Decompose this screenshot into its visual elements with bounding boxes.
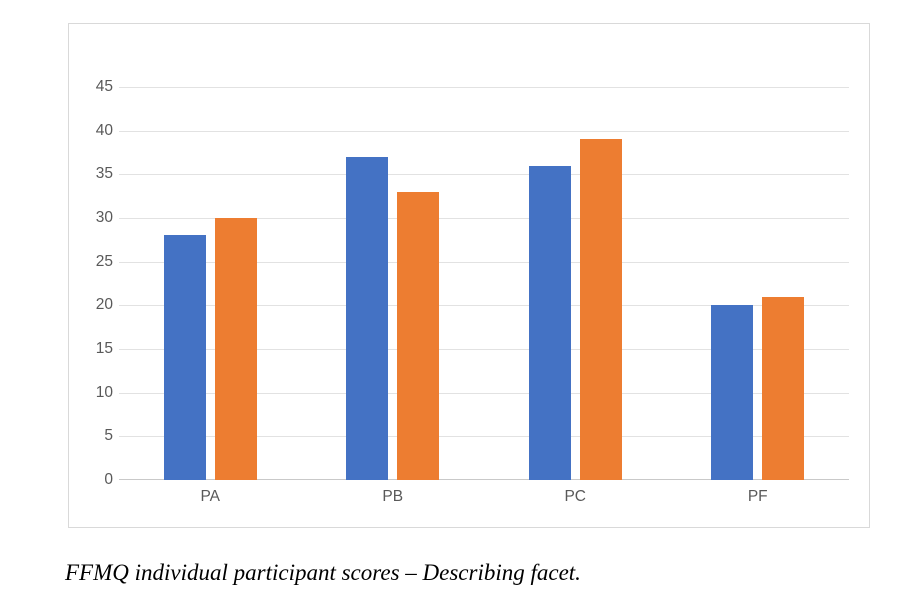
gridline <box>119 436 849 438</box>
gridline <box>119 261 849 263</box>
x-category-label: PC <box>564 488 587 505</box>
gridline <box>119 130 849 132</box>
x-axis-baseline <box>119 479 849 480</box>
gridline <box>119 305 849 307</box>
y-tick-label: 30 <box>95 209 113 226</box>
bar-pa-series1 <box>163 235 206 480</box>
y-axis: 0 5 10 15 20 25 30 35 40 45 <box>69 79 113 488</box>
bar-pb-series2 <box>397 191 440 480</box>
bar-pf-series2 <box>762 296 805 480</box>
y-tick-label: 40 <box>95 121 113 139</box>
y-tick-label: 25 <box>95 252 113 270</box>
chart-frame: 0 5 10 15 20 25 30 35 40 45 PA PB PC PF <box>68 23 870 528</box>
bar-pb-series1 <box>346 156 389 480</box>
plot-area <box>119 87 849 480</box>
y-tick-label: 0 <box>104 471 113 488</box>
y-tick-label: 20 <box>95 296 113 314</box>
x-category-label: PF <box>747 488 768 505</box>
bar-pf-series1 <box>711 305 754 480</box>
gridline <box>119 87 849 88</box>
figure-caption: FFMQ individual participant scores – Des… <box>65 560 581 585</box>
bar-pa-series2 <box>214 218 257 480</box>
y-tick-label: 35 <box>95 165 113 183</box>
gridline <box>119 174 849 176</box>
x-axis: PA PB PC PF <box>119 489 849 513</box>
x-category-label: PA <box>200 488 221 505</box>
gridline <box>119 218 849 219</box>
gridline <box>119 349 849 350</box>
gridline <box>119 392 849 394</box>
y-tick-label: 15 <box>95 340 113 357</box>
x-category-label: PB <box>382 488 404 505</box>
y-tick-label: 5 <box>104 427 113 445</box>
bar-pc-series2 <box>579 139 622 480</box>
y-tick-label: 45 <box>95 78 113 95</box>
bar-pc-series1 <box>528 165 571 480</box>
y-tick-label: 10 <box>95 383 113 401</box>
